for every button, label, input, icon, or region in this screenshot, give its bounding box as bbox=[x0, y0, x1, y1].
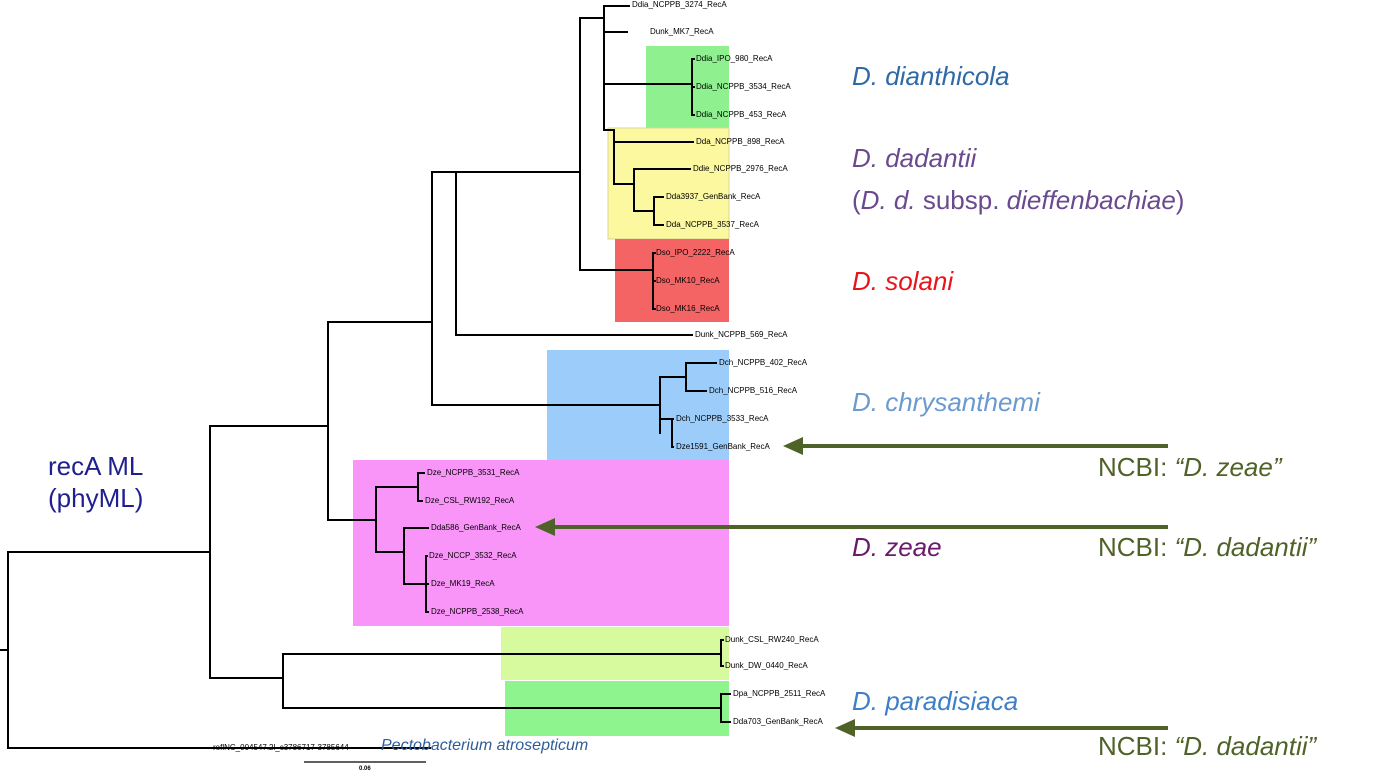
ncbi-annotation-1: NCBI: “D. zeae” bbox=[1098, 452, 1282, 483]
ncbi-prefix: NCBI: bbox=[1098, 532, 1175, 562]
clade-label-dianthicola: D. dianthicola bbox=[852, 61, 1010, 91]
scale-label: 0.06 bbox=[359, 766, 371, 772]
leaf-label: Dso_IPO_2222_RecA bbox=[656, 248, 735, 257]
clade-sublabel-dadantii: (D. d. subsp. dieffenbachiae) bbox=[852, 185, 1184, 216]
clade-box-solani bbox=[615, 239, 729, 322]
leaf-label: Dpa_NCPPB_2511_RecA bbox=[733, 689, 826, 698]
clade-label-chrysanthemi: D. chrysanthemi bbox=[852, 387, 1040, 417]
leaf-label: Dda703_GenBank_RecA bbox=[733, 717, 823, 726]
leaf-label: Dze_CSL_RW192_RecA bbox=[425, 496, 515, 505]
ncbi-name: “D. dadantii” bbox=[1174, 532, 1317, 562]
outgroup-label: Pectobacterium atrosepticum bbox=[381, 737, 589, 754]
ncbi-arrows bbox=[552, 444, 1168, 730]
leaf-label: Dch_NCPPB_402_RecA bbox=[719, 358, 808, 367]
tree-branches bbox=[0, 5, 731, 749]
leaf-label: Ddie_NCPPB_2976_RecA bbox=[693, 164, 788, 173]
leaf-label: Dso_MK10_RecA bbox=[656, 276, 720, 285]
leaf-label: Dunk_DW_0440_RecA bbox=[725, 661, 808, 670]
clade-box-zeae bbox=[353, 460, 729, 626]
method-line-1: recA ML bbox=[48, 451, 144, 481]
leaf-label: Dch_NCPPB_516_RecA bbox=[709, 386, 798, 395]
leaf-label: Dda_NCPPB_898_RecA bbox=[696, 137, 785, 146]
subspecies-close-paren: ) bbox=[1175, 185, 1185, 215]
ncbi-annotation-3: NCBI: “D. dadantii” bbox=[1098, 731, 1316, 762]
ncbi-name: “D. dadantii” bbox=[1174, 731, 1317, 761]
leaf-label: Dze1591_GenBank_RecA bbox=[676, 442, 770, 451]
leaf-label: Ddia_NCPPB_3274_RecA bbox=[632, 0, 727, 9]
subspecies-genus-abbrev: D. d. bbox=[860, 185, 916, 215]
method-label: recA ML (phyML) bbox=[48, 450, 143, 514]
leaf-label: Ddia_NCPPB_3534_RecA bbox=[696, 82, 791, 91]
method-line-2: (phyML) bbox=[48, 483, 144, 513]
ncbi-arrowheads bbox=[535, 437, 855, 737]
leaf-label: Dunk_NCPPB_569_RecA bbox=[695, 330, 788, 339]
leaf-label: Dze_NCPPB_2538_RecA bbox=[431, 607, 524, 616]
clade-label-solani: D. solani bbox=[852, 266, 954, 296]
subspecies-open-paren: ( bbox=[852, 185, 861, 215]
arrowhead-dda586 bbox=[535, 518, 555, 536]
clade-label-dadantii: D. dadantii bbox=[852, 143, 977, 173]
clade-label-zeae: D. zeae bbox=[852, 532, 942, 562]
subspecies-name: dieffenbachiae bbox=[1006, 185, 1176, 215]
ncbi-annotation-2: NCBI: “D. dadantii” bbox=[1098, 532, 1316, 563]
arrowhead-dze1591 bbox=[783, 437, 803, 455]
leaf-label: Dda3937_GenBank_RecA bbox=[666, 192, 761, 201]
leaf-label: Dso_MK16_RecA bbox=[656, 304, 720, 313]
leaf-label: Dze_NCCP_3532_RecA bbox=[429, 551, 517, 560]
leaf-label: Dunk_CSL_RW240_RecA bbox=[725, 635, 819, 644]
leaf-label: Dze_MK19_RecA bbox=[431, 579, 495, 588]
ncbi-prefix: NCBI: bbox=[1098, 731, 1175, 761]
subspecies-rank: subsp. bbox=[915, 185, 1007, 215]
leaf-label: Dda586_GenBank_RecA bbox=[431, 523, 521, 532]
arrowhead-dda703 bbox=[835, 719, 855, 737]
clade-box-dianthicola bbox=[646, 46, 729, 128]
leaf-label: Dunk_MK7_RecA bbox=[650, 27, 714, 36]
ncbi-name: “D. zeae” bbox=[1174, 452, 1282, 482]
ncbi-prefix: NCBI: bbox=[1098, 452, 1175, 482]
leaf-label: Dze_NCPPB_3531_RecA bbox=[427, 468, 520, 477]
leaf-label: Dch_NCPPB_3533_RecA bbox=[676, 414, 769, 423]
leaf-label: Dda_NCPPB_3537_RecA bbox=[666, 220, 759, 229]
leaf-label: reflNC_004547.2l_c3786717-3785644 bbox=[213, 743, 349, 752]
leaf-label: Ddia_IPO_980_RecA bbox=[696, 54, 773, 63]
clade-label-paradisiaca: D. paradisiaca bbox=[852, 686, 1019, 716]
leaf-label: Ddia_NCPPB_453_RecA bbox=[696, 110, 787, 119]
